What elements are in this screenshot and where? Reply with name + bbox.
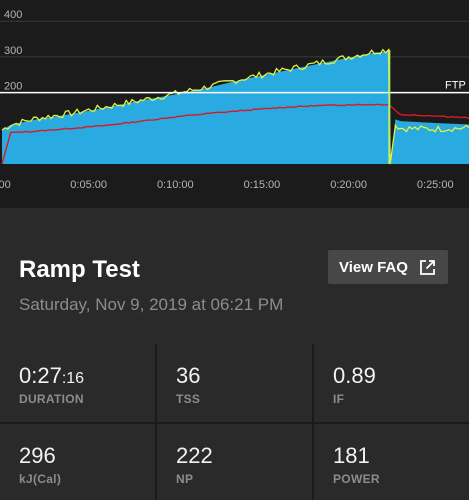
stat-duration-seconds: :16: [61, 370, 85, 387]
x-tick-label: 0:20:00: [330, 179, 367, 191]
stat-power: 181 POWER: [314, 424, 469, 500]
workout-title: Ramp Test: [19, 256, 140, 283]
stat-np-value: 222: [176, 443, 213, 468]
view-faq-button[interactable]: View FAQ: [328, 250, 448, 284]
stat-np: 222 NP: [157, 424, 312, 500]
ftp-label: FTP: [445, 80, 466, 92]
x-tick-label: 0:10:00: [157, 179, 194, 191]
stat-duration-value: 0:27:16: [19, 363, 85, 388]
stat-kj-value: 296: [19, 443, 56, 468]
y-tick-label: 200: [4, 81, 22, 93]
stat-duration-label: DURATION: [19, 392, 84, 406]
np-line: [1, 103, 469, 165]
power-area: [2, 51, 469, 164]
stat-power-value: 181: [333, 443, 370, 468]
y-tick-label: 300: [4, 45, 22, 57]
power-chart-svg: 400 300 200 FTP 0:00 0:05:00 0:10:00 0:15:00 0:2…: [0, 9, 469, 191]
stat-if-value: 0.89: [333, 363, 376, 388]
stat-if: 0.89 IF: [314, 344, 469, 422]
power-line: [1, 48, 469, 165]
view-faq-label: View FAQ: [339, 258, 408, 276]
x-tick-label: 0:25:00: [417, 179, 454, 191]
stat-kj: 296 kJ(Cal): [0, 424, 155, 500]
stat-duration: 0:27:16 DURATION: [0, 344, 155, 422]
stats-grid: 0:27:16 DURATION 36 TSS 0.89 IF 296 kJ(C…: [0, 344, 469, 500]
x-tick-label: 0:00: [0, 179, 11, 191]
stat-np-label: NP: [176, 472, 194, 486]
x-tick-label: 0:15:00: [244, 179, 281, 191]
stat-tss: 36 TSS: [157, 344, 312, 422]
power-chart[interactable]: 400 300 200 FTP 0:00 0:05:00 0:10:00 0:15:00 0:2…: [0, 0, 469, 208]
x-tick-label: 0:05:00: [70, 179, 107, 191]
stat-if-label: IF: [333, 392, 345, 406]
stat-kj-label: kJ(Cal): [19, 472, 62, 486]
y-tick-label: 400: [4, 9, 22, 21]
workout-date: Saturday, Nov 9, 2019 at 06:21 PM: [19, 295, 284, 314]
stat-power-label: POWER: [333, 472, 380, 486]
stat-tss-value: 36: [176, 363, 201, 388]
external-link-icon: [420, 259, 435, 275]
stat-tss-label: TSS: [176, 392, 201, 406]
workout-header: Ramp Test Saturday, Nov 9, 2019 at 06:21…: [0, 208, 469, 344]
